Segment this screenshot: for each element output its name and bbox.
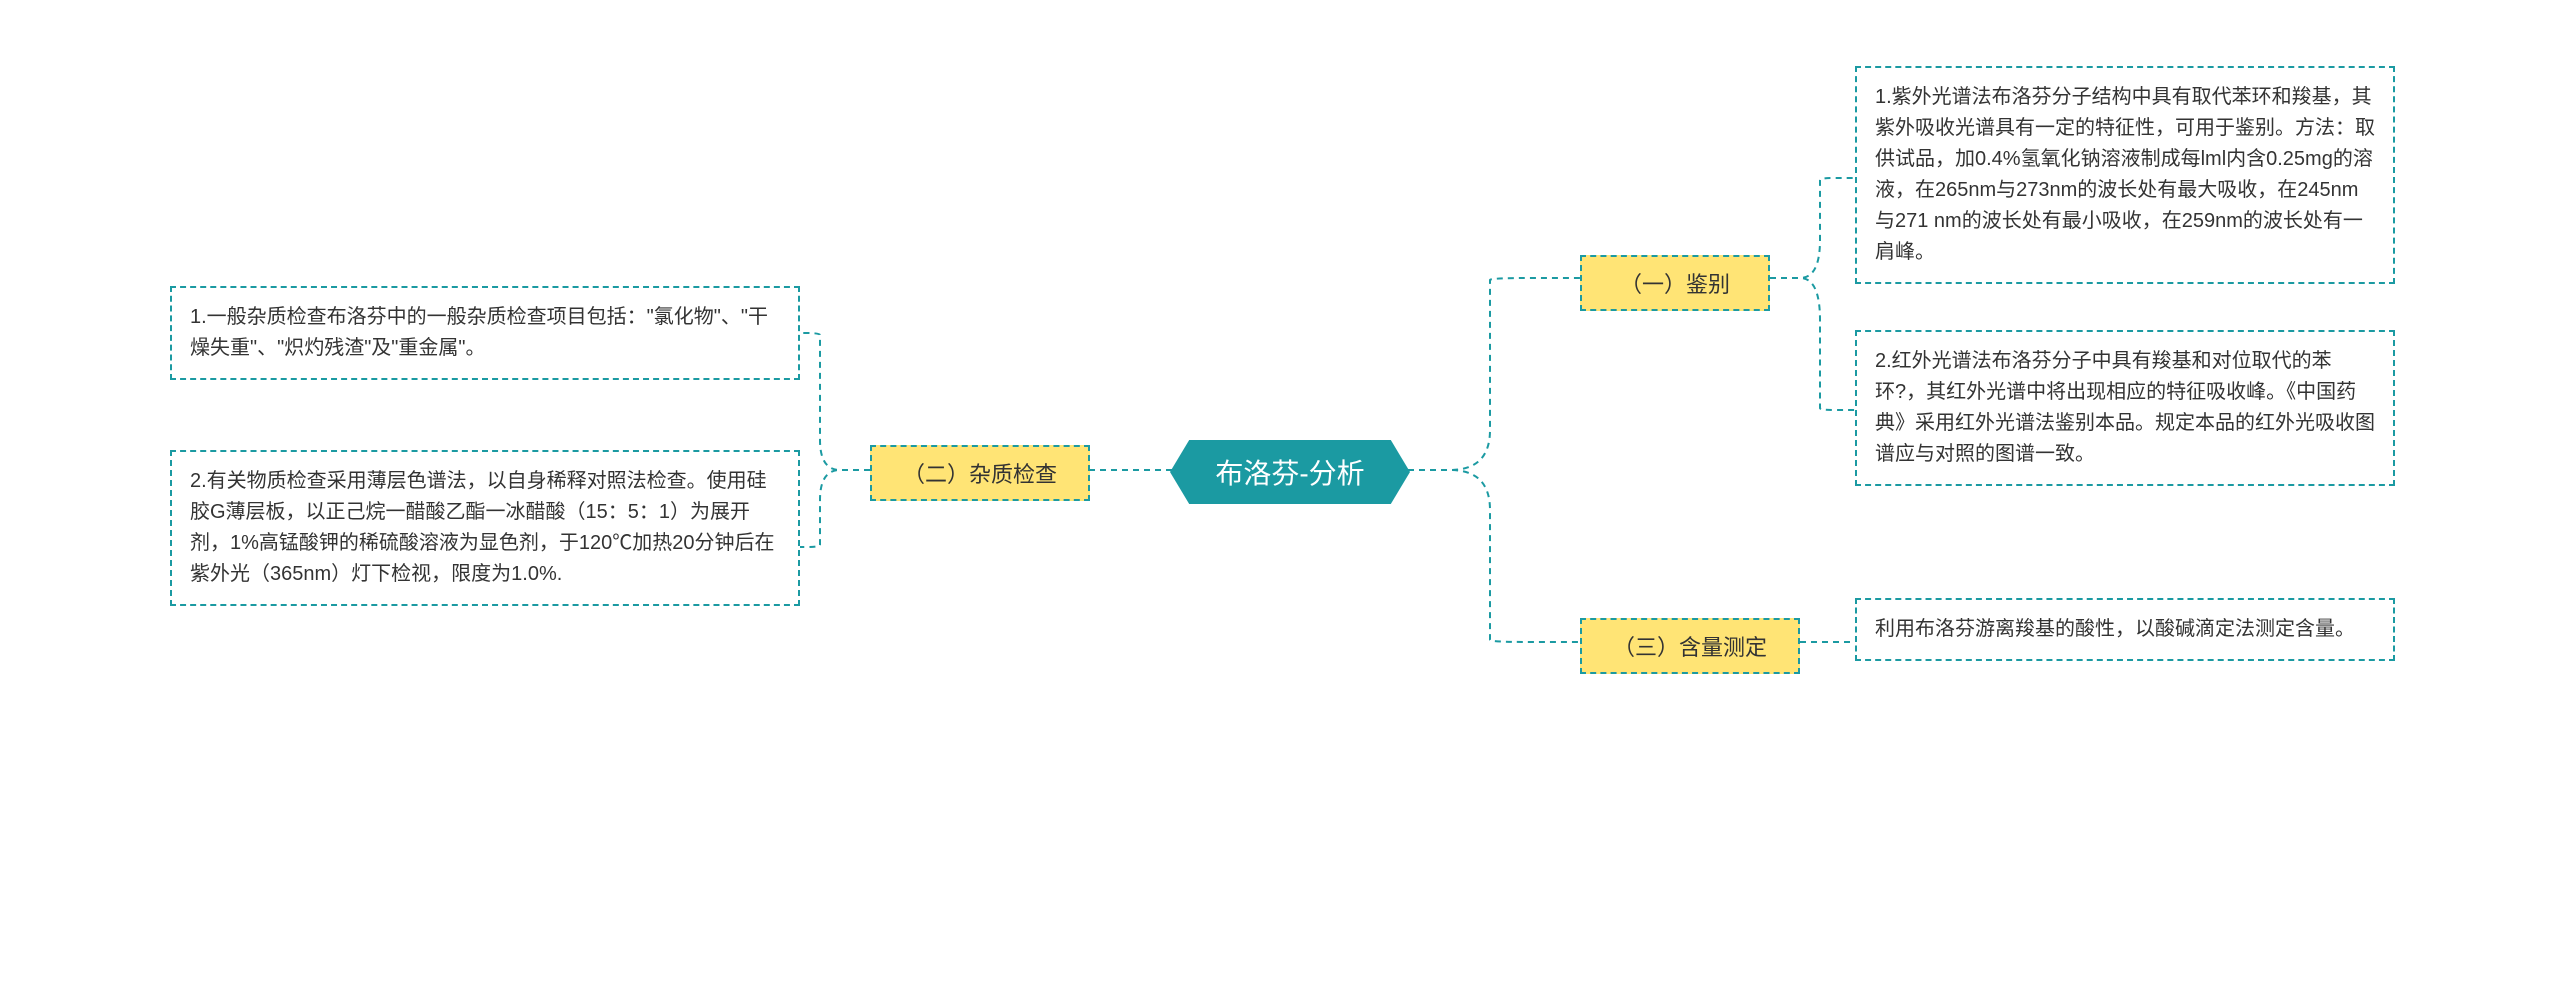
leaf-assay: 利用布洛芬游离羧基的酸性，以酸碱滴定法测定含量。 — [1855, 598, 2395, 661]
branch-assay: （三）含量测定 — [1580, 618, 1800, 674]
branch-impurity-check: （二）杂质检查 — [870, 445, 1090, 501]
branch-identification: （一）鉴别 — [1580, 255, 1770, 311]
center-node: 布洛芬-分析 — [1170, 440, 1410, 504]
leaf-impurity-related: 2.有关物质检查采用薄层色谱法，以自身稀释对照法检查。使用硅胶G薄层板，以正己烷… — [170, 450, 800, 606]
leaf-ident-uv: 1.紫外光谱法布洛芬分子结构中具有取代苯环和羧基，其紫外吸收光谱具有一定的特征性… — [1855, 66, 2395, 284]
leaf-impurity-general: 1.一般杂质检查布洛芬中的一般杂质检查项目包括："氯化物"、"干燥失重"、"炽灼… — [170, 286, 800, 380]
leaf-ident-ir: 2.红外光谱法布洛芬分子中具有羧基和对位取代的苯环?，其红外光谱中将出现相应的特… — [1855, 330, 2395, 486]
